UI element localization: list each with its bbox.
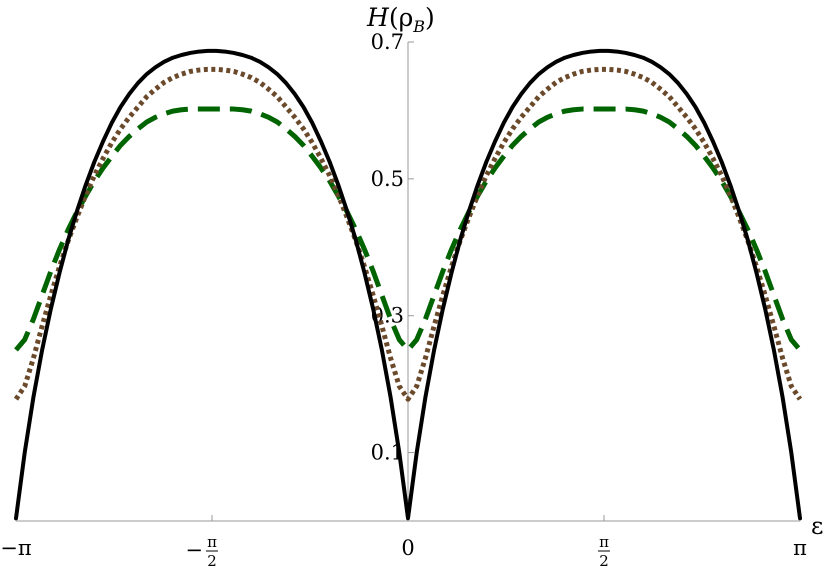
series-solid-line bbox=[14, 48, 802, 521]
x-axis-title: ε bbox=[811, 512, 823, 540]
y-tick-label: 0.7 bbox=[371, 30, 404, 54]
y-axis-title-sub: B bbox=[412, 17, 425, 36]
x-tick-numerator: π bbox=[599, 533, 609, 551]
y-axis-title-open: (ρ bbox=[389, 3, 413, 32]
x-tick-numerator: π bbox=[207, 533, 217, 551]
x-tick-label: − π2 bbox=[185, 533, 218, 568]
y-axis-title-main: H bbox=[366, 3, 390, 32]
x-tick-label: π2 bbox=[598, 533, 611, 568]
x-tick-denominator: 2 bbox=[207, 552, 217, 568]
x-tick-label: π bbox=[793, 536, 807, 560]
x-tick-label: −π bbox=[0, 536, 32, 560]
series-dashed-line bbox=[14, 106, 802, 353]
x-tick-sign: − bbox=[185, 538, 203, 562]
series-layer bbox=[13, 48, 803, 521]
y-tick-label: 0.5 bbox=[371, 167, 404, 191]
y-axis-title-close: ) bbox=[425, 3, 435, 32]
series-dotted-line bbox=[13, 66, 803, 402]
y-axis-title: H(ρB) bbox=[366, 3, 435, 36]
x-tick-label: 0 bbox=[401, 536, 414, 560]
x-tick-denominator: 2 bbox=[599, 552, 609, 568]
